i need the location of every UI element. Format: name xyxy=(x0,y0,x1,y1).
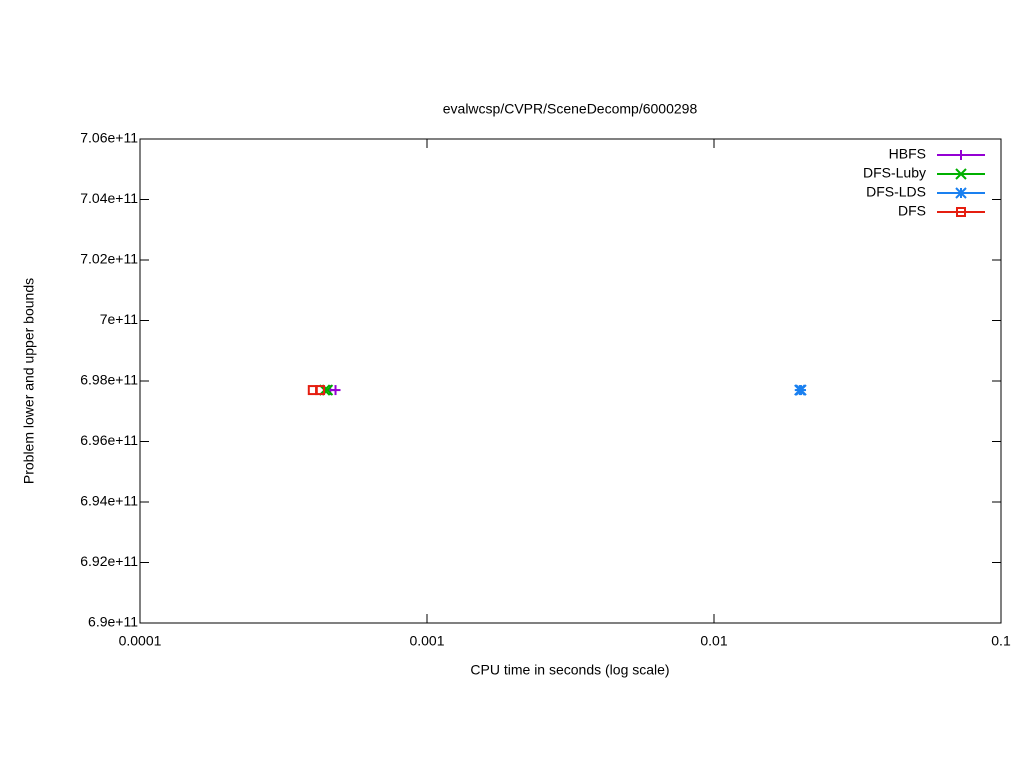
x-tick-label: 0.1 xyxy=(991,633,1011,649)
y-tick-label: 6.96e+11 xyxy=(80,432,138,448)
legend-marker xyxy=(956,207,966,217)
legend-label: HBFS xyxy=(889,146,926,162)
x-axis-label: CPU time in seconds (log scale) xyxy=(470,662,669,678)
marker-stroke xyxy=(955,187,967,199)
x-tick-label: 0.01 xyxy=(700,633,727,649)
legend-label: DFS-LDS xyxy=(866,184,926,200)
data-point xyxy=(315,385,326,396)
legend-marker xyxy=(955,168,967,180)
marker-stroke xyxy=(795,384,807,396)
y-axis-label: Problem lower and upper bounds xyxy=(21,278,37,484)
y-tick-label: 7.06e+11 xyxy=(80,130,138,146)
x-tick-label: 0.001 xyxy=(409,633,444,649)
legend-marker xyxy=(955,187,967,199)
data-point xyxy=(795,384,807,396)
legend-marker xyxy=(956,150,966,160)
legend-label: DFS-Luby xyxy=(863,165,926,181)
legend-label: DFS xyxy=(898,203,926,219)
marker-stroke xyxy=(955,168,967,180)
marker-stroke xyxy=(315,385,326,396)
y-tick-label: 7e+11 xyxy=(100,311,138,327)
x-tick-label: 0.0001 xyxy=(119,633,162,649)
chart-title: evalwcsp/CVPR/SceneDecomp/6000298 xyxy=(443,101,698,117)
y-tick-label: 6.98e+11 xyxy=(80,372,138,388)
y-tick-label: 6.94e+11 xyxy=(80,493,138,509)
data-point xyxy=(330,385,341,396)
y-tick-label: 7.02e+11 xyxy=(80,251,138,267)
y-tick-label: 6.92e+11 xyxy=(80,553,138,569)
y-tick-label: 6.9e+11 xyxy=(88,614,138,630)
y-tick-label: 7.04e+11 xyxy=(80,190,138,206)
marker-stroke xyxy=(956,207,966,217)
plot-frame xyxy=(139,138,1002,624)
